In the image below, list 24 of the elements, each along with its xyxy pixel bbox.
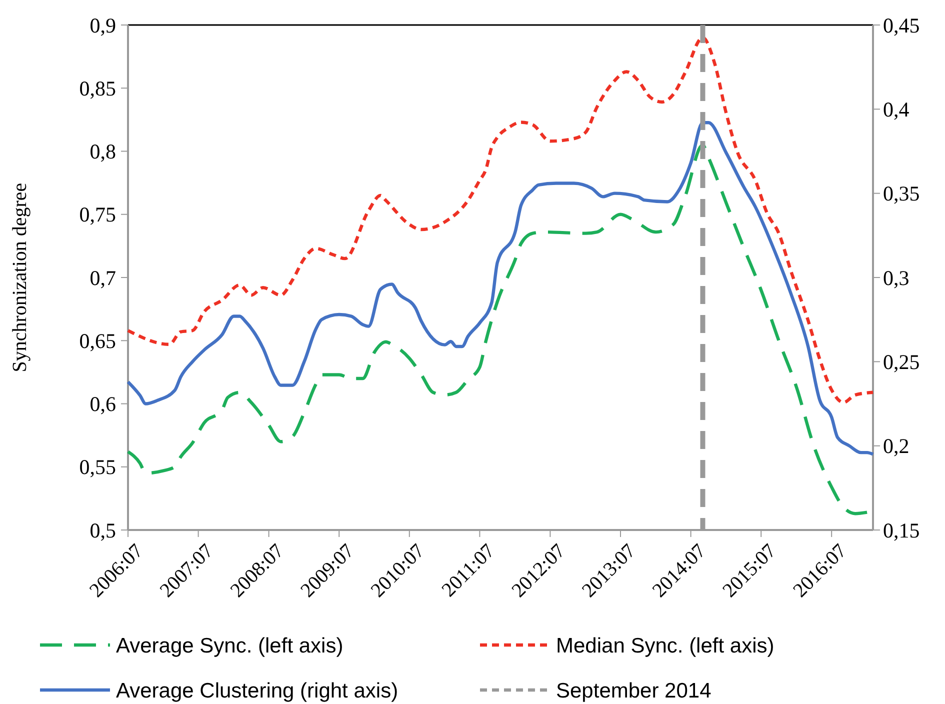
y-tick-label: 0,6: [90, 392, 116, 416]
y-tick-label: 0,9: [90, 13, 116, 38]
legend-label: September 2014: [556, 679, 712, 702]
y-tick-label: 0,75: [79, 202, 116, 227]
y-tick-label: 0,5: [90, 518, 116, 542]
y2-tick-label: 0,3: [883, 266, 910, 290]
y-tick-label: 0,55: [79, 455, 116, 480]
y2-tick-label: 0,35: [883, 182, 920, 206]
y2-tick-label: 0,15: [883, 518, 920, 542]
y2-tick-label: 0,4: [883, 98, 910, 122]
y-axis-title: Synchronization degree: [9, 182, 31, 372]
y-tick-label: 0,8: [90, 140, 116, 164]
legend-label: Median Sync. (left axis): [556, 634, 774, 658]
y2-tick-label: 0,25: [883, 350, 920, 374]
y2-tick-label: 0,2: [883, 434, 910, 458]
y2-tick-label: 0,45: [883, 13, 920, 38]
y-tick-label: 0,7: [90, 266, 116, 290]
line-series: [126, 143, 869, 516]
legend-label: Average Sync. (left axis): [116, 634, 344, 658]
y-tick-label: 0,65: [79, 328, 116, 353]
y-tick-label: 0,85: [79, 76, 116, 100]
line-series: [126, 36, 875, 404]
legend-label: Average Clustering (right axis): [116, 679, 398, 702]
line-series: [126, 121, 875, 456]
